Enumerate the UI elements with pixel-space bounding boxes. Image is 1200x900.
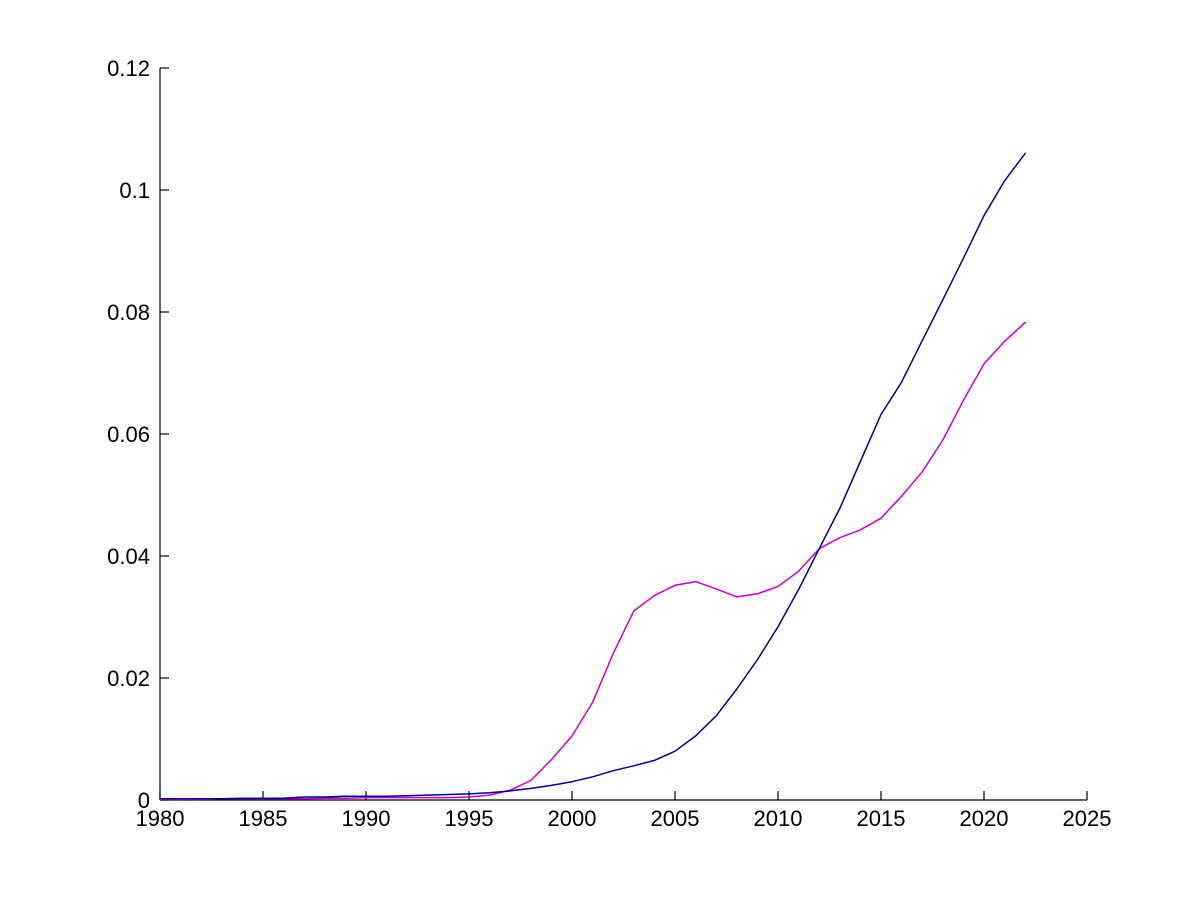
x-tick-label: 1980 — [136, 806, 185, 831]
x-tick-label: 2005 — [651, 806, 700, 831]
x-tick-label: 2010 — [754, 806, 803, 831]
line-series-magenta-line — [159, 321, 1026, 801]
x-tick-label: 2015 — [857, 806, 906, 831]
y-tick-label: 0.12 — [107, 56, 150, 81]
x-tick-label: 2000 — [548, 806, 597, 831]
x-tick-label: 1990 — [342, 806, 391, 831]
x-tick-label: 1985 — [239, 806, 288, 831]
y-tick-label: 0.02 — [107, 666, 150, 691]
y-tick-label: 0.04 — [107, 544, 150, 569]
line-series-dark-blue-line — [159, 152, 1026, 800]
x-tick-label: 2025 — [1063, 806, 1112, 831]
y-tick-label: 0.06 — [107, 422, 150, 447]
y-tick-label: 0 — [138, 788, 150, 813]
x-tick-label: 1995 — [445, 806, 494, 831]
x-tick-label: 2020 — [960, 806, 1009, 831]
y-tick-label: 0.1 — [119, 178, 150, 203]
y-tick-label: 0.08 — [107, 300, 150, 325]
